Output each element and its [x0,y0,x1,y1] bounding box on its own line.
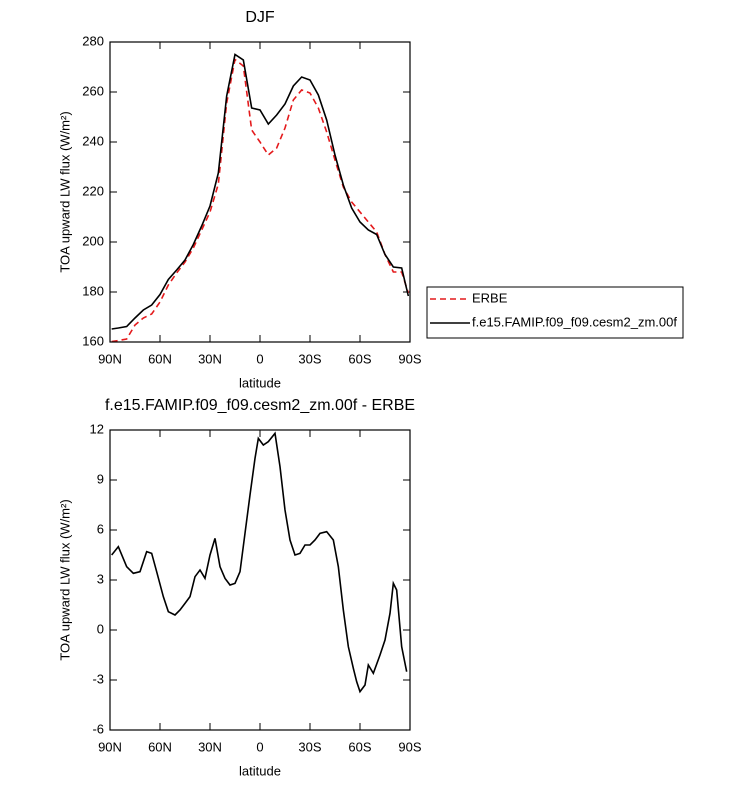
x-axis-label: latitude [239,763,281,778]
legend-label: ERBE [472,290,508,305]
x-tick-label: 0 [256,739,263,754]
x-tick-label: 90S [398,739,421,754]
y-tick-label: 0 [97,621,104,636]
y-tick-label: 6 [97,521,104,536]
y-tick-label: 220 [82,183,104,198]
y-tick-label: 9 [97,471,104,486]
legend-label: f.e15.FAMIP.f09_f09.cesm2_zm.00f [472,314,677,329]
x-tick-label: 90N [98,351,122,366]
y-tick-label: -6 [92,721,104,736]
chart-title: f.e15.FAMIP.f09_f09.cesm2_zm.00f - ERBE [105,397,415,414]
y-tick-label: 280 [82,33,104,48]
x-axis-label: latitude [239,375,281,390]
y-tick-label: 240 [82,133,104,148]
y-axis-label: TOA upward LW flux (W/m²) [57,111,72,272]
plot-frame [109,41,411,343]
y-tick-label: 12 [90,421,104,436]
x-tick-label: 30N [198,351,222,366]
x-tick-label: 30S [298,351,321,366]
y-tick-label: -3 [92,671,104,686]
legend-box [426,286,684,339]
x-tick-label: 30S [298,739,321,754]
y-tick-label: 160 [82,333,104,348]
y-tick-label: 260 [82,83,104,98]
x-tick-label: 60N [148,351,172,366]
y-tick-label: 3 [97,571,104,586]
x-tick-label: 90S [398,351,421,366]
chart-title: DJF [245,9,275,26]
x-tick-label: 0 [256,351,263,366]
y-axis-label: TOA upward LW flux (W/m²) [57,499,72,660]
x-tick-label: 60N [148,739,172,754]
x-tick-label: 90N [98,739,122,754]
data-line [111,53,410,330]
data-line [111,431,408,694]
y-tick-label: 200 [82,233,104,248]
x-tick-label: 60S [348,351,371,366]
x-tick-label: 30N [198,739,222,754]
y-tick-label: 180 [82,283,104,298]
data-line [111,58,410,343]
x-tick-label: 60S [348,739,371,754]
plot-frame [109,429,411,731]
